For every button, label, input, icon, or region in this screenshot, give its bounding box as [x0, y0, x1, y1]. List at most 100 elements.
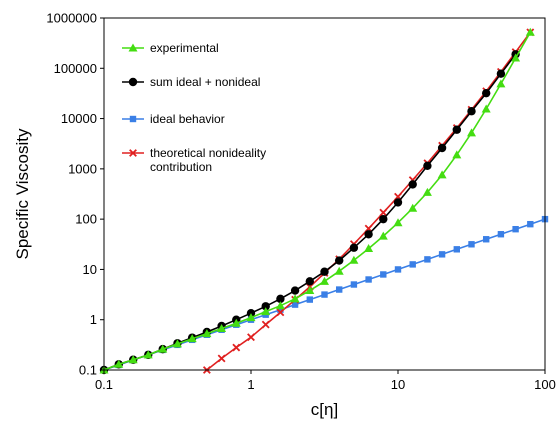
data-point — [128, 355, 138, 364]
x-tick-label: 0.1 — [95, 377, 113, 392]
series-experimental — [99, 27, 535, 374]
data-point — [276, 294, 285, 304]
data-point — [290, 286, 300, 295]
y-tick-label: 1000 — [68, 161, 97, 176]
data-point — [408, 180, 417, 189]
data-point — [261, 302, 270, 311]
y-tick-label: 10000 — [61, 111, 97, 126]
series-line — [103, 53, 517, 371]
data-point — [232, 343, 241, 352]
data-point — [261, 320, 270, 329]
data-point — [291, 301, 299, 308]
data-point — [349, 243, 359, 252]
data-point — [378, 231, 388, 240]
data-point — [437, 143, 447, 153]
data-point — [525, 27, 535, 36]
legend-marker — [128, 77, 138, 87]
legend-item-experimental: experimental — [122, 41, 219, 55]
data-point — [379, 214, 388, 224]
legend-label: contribution — [150, 160, 212, 174]
data-point — [452, 125, 462, 134]
data-point — [187, 334, 197, 343]
data-point — [247, 333, 255, 342]
data-point — [466, 128, 476, 137]
data-point — [481, 104, 491, 113]
data-point — [394, 266, 402, 273]
data-point — [277, 306, 284, 313]
data-point — [365, 276, 372, 283]
data-point — [497, 231, 505, 238]
y-axis-title: Specific Viscosity — [13, 128, 32, 260]
data-point — [409, 261, 416, 268]
legend-marker — [129, 115, 137, 123]
data-point — [306, 296, 314, 303]
data-point — [290, 294, 300, 303]
data-point — [482, 236, 490, 243]
legend-marker — [129, 149, 137, 157]
y-tick-label: 10 — [83, 262, 97, 277]
data-point — [321, 291, 328, 298]
data-point — [349, 255, 359, 264]
y-tick-label: 100000 — [54, 61, 97, 76]
data-point — [364, 244, 374, 253]
data-point — [276, 308, 285, 317]
y-tick-label: 1000000 — [46, 11, 97, 26]
data-point — [217, 354, 226, 363]
data-point — [202, 329, 212, 338]
data-point — [275, 301, 285, 310]
legend-label: theoretical nonideality — [150, 146, 266, 160]
data-point — [393, 198, 403, 207]
data-point — [217, 323, 227, 332]
data-point — [408, 203, 418, 212]
data-point — [380, 271, 387, 278]
data-point — [496, 79, 506, 88]
data-point — [496, 69, 506, 78]
data-point — [481, 88, 491, 98]
x-tick-label: 1 — [247, 377, 254, 392]
data-point — [305, 286, 315, 295]
data-point — [453, 246, 461, 253]
data-point — [468, 241, 475, 248]
legend-item-sum-ideal-nonideal: sum ideal + nonideal — [122, 75, 260, 89]
data-point — [114, 359, 124, 368]
data-point — [172, 339, 182, 348]
legend-item-ideal-behavior: ideal behavior — [122, 112, 225, 126]
data-point — [423, 161, 432, 171]
data-point — [437, 170, 447, 179]
legend-label: sum ideal + nonideal — [150, 75, 260, 89]
data-point — [350, 281, 358, 288]
data-point — [261, 307, 271, 316]
data-point — [512, 225, 519, 233]
data-point — [424, 256, 431, 263]
data-point — [305, 277, 315, 286]
data-point — [422, 187, 432, 196]
legend-label: experimental — [150, 41, 219, 55]
data-point — [158, 344, 168, 353]
plot-frame — [103, 17, 546, 371]
y-tick-label: 100 — [75, 212, 97, 227]
legend-label: ideal behavior — [150, 112, 225, 126]
series-ideal-behavior — [100, 215, 549, 374]
data-point — [320, 267, 329, 276]
data-point — [527, 220, 534, 228]
data-point — [364, 230, 373, 239]
x-tick-label: 10 — [391, 377, 405, 392]
data-point — [334, 266, 344, 275]
legend: experimental sum ideal + nonideal ideal be… — [122, 41, 266, 174]
data-point — [246, 313, 256, 322]
data-point — [393, 218, 403, 227]
legend-marker — [128, 43, 138, 52]
data-point — [379, 208, 388, 217]
data-point — [511, 53, 521, 62]
data-point — [231, 318, 241, 327]
data-point — [467, 107, 476, 116]
axis-ticks: 0.1 1 10 100 1000 10000 100000 1000000 0.1 1 10 100 — [46, 11, 555, 393]
data-point — [143, 350, 153, 359]
y-tick-label: 0.1 — [79, 363, 97, 378]
data-point — [319, 276, 329, 285]
data-point — [334, 256, 344, 265]
y-tick-label: 1 — [90, 312, 97, 327]
data-point — [438, 251, 446, 258]
